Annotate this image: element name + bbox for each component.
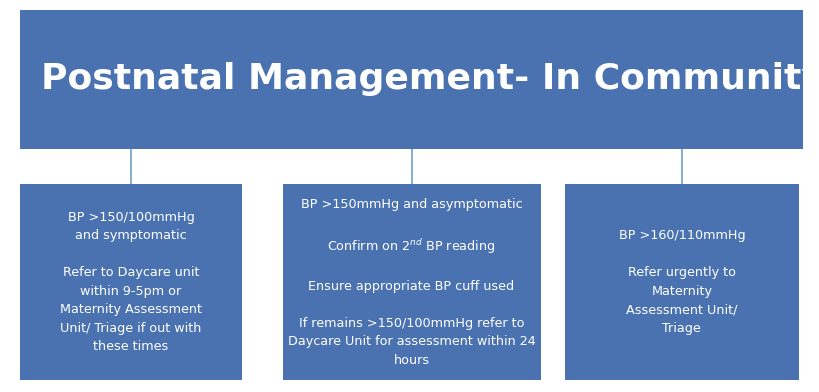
Text: BP >150mmHg and asymptomatic

Confirm on 2$^{nd}$ BP reading

Ensure appropriate: BP >150mmHg and asymptomatic Confirm on … <box>287 198 536 367</box>
FancyBboxPatch shape <box>20 184 242 380</box>
FancyBboxPatch shape <box>565 184 799 380</box>
Text: BP >150/100mmHg
and symptomatic

Refer to Daycare unit
within 9-5pm or
Maternity: BP >150/100mmHg and symptomatic Refer to… <box>60 211 202 354</box>
FancyBboxPatch shape <box>283 184 541 380</box>
Text: Postnatal Management- In Community: Postnatal Management- In Community <box>41 62 819 96</box>
FancyBboxPatch shape <box>20 10 803 149</box>
Text: BP >160/110mmHg

Refer urgently to
Maternity
Assessment Unit/
Triage: BP >160/110mmHg Refer urgently to Matern… <box>618 229 745 335</box>
